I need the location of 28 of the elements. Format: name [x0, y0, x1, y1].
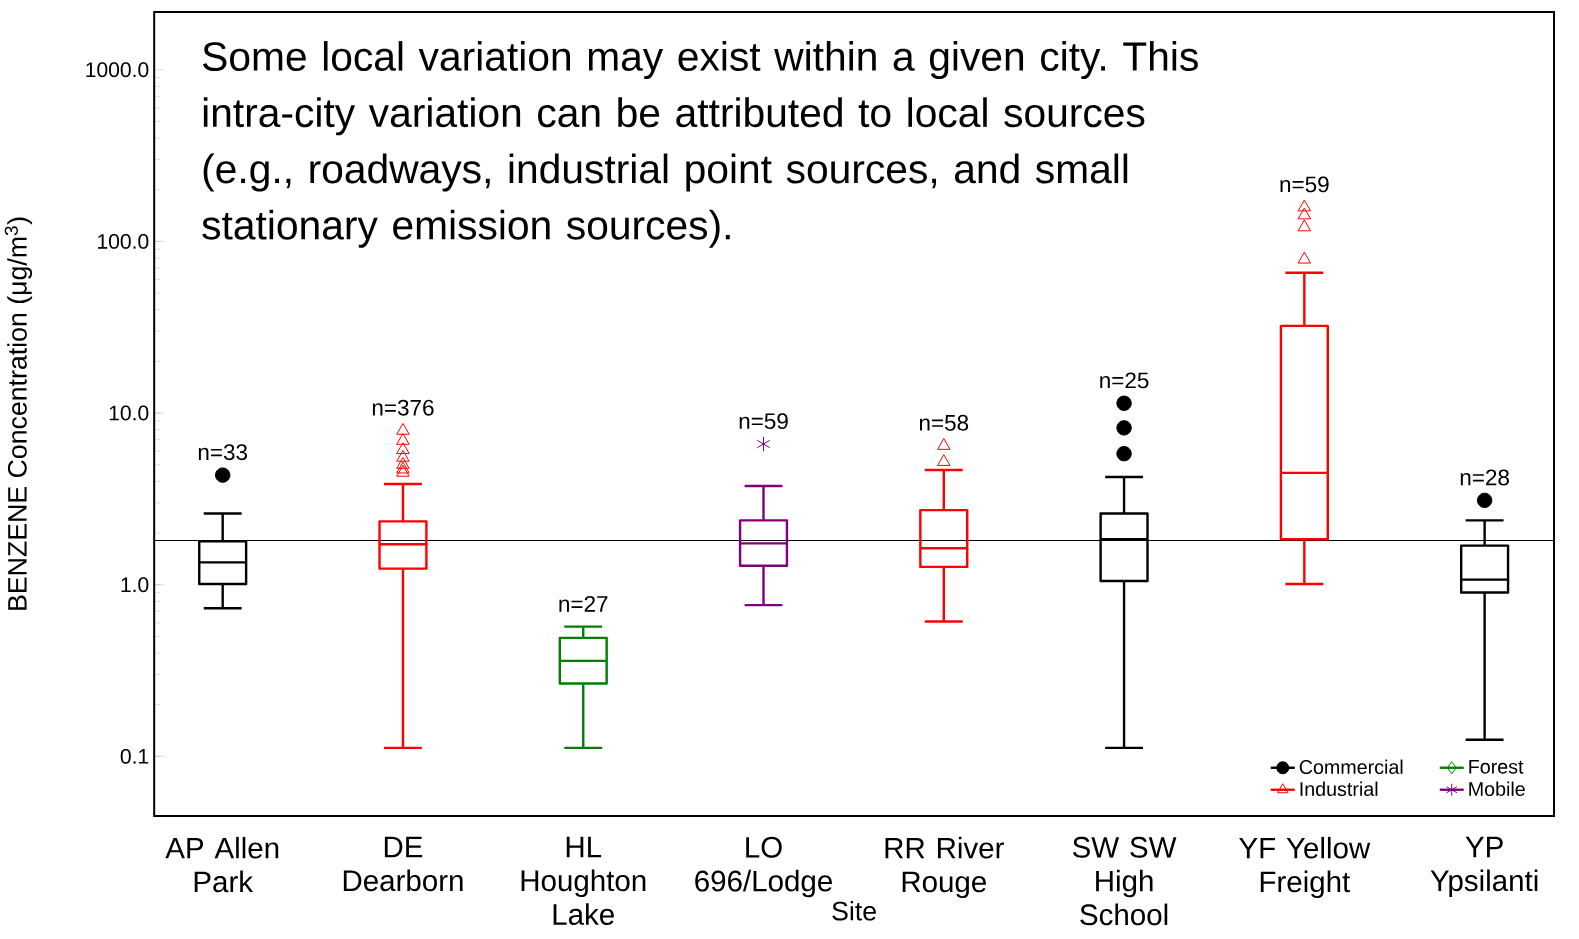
legend-label: Industrial	[1300, 781, 1378, 797]
x-tick-label: RR River Rouge	[885, 836, 1004, 899]
x-tick-label: YF Yellow Freight	[1239, 836, 1371, 899]
legend-label: Commercial	[1299, 759, 1403, 775]
y-tick-label: 1.0	[121, 577, 149, 593]
x-tick-label: YP Ypsilanti	[1430, 836, 1538, 898]
y-tick-label: 1000.0	[86, 62, 149, 78]
annotation: n=28	[1460, 469, 1509, 486]
annotation: n=25	[1100, 372, 1149, 389]
y-tick-label: 100.0	[98, 233, 149, 249]
x-axis-title: Site	[832, 901, 876, 921]
annotation: n=59	[1280, 176, 1329, 193]
annotation: Some local variation may exist within a given city. This intra-city variation can be attributed to local sources (e.g., roadways, industrial point sources, and small stationary emission sources).	[202, 41, 1198, 248]
x-tick-label: DE Dearborn	[343, 836, 463, 892]
x-tick-label: HL Houghton Lake	[521, 836, 646, 925]
annotation: n=27	[559, 596, 608, 612]
y-tick-label: 0.1	[120, 748, 149, 764]
y-axis-title: BENZENE Concentration (μg/m$^{3}$)	[4, 217, 33, 610]
annotation: n=33	[198, 444, 248, 461]
x-tick-label: LO 696/Lodge	[695, 836, 832, 898]
y-tick-label: 10.0	[109, 405, 149, 421]
annotation: n=58	[919, 414, 969, 431]
annotation: n=376	[372, 399, 434, 416]
legend-label: Mobile	[1469, 781, 1525, 797]
x-tick-label: SW SW High School	[1072, 836, 1177, 926]
annotation: n=59	[739, 413, 788, 430]
x-tick-label: AP Allen Park	[165, 836, 279, 893]
legend-label: Forest	[1469, 760, 1524, 774]
